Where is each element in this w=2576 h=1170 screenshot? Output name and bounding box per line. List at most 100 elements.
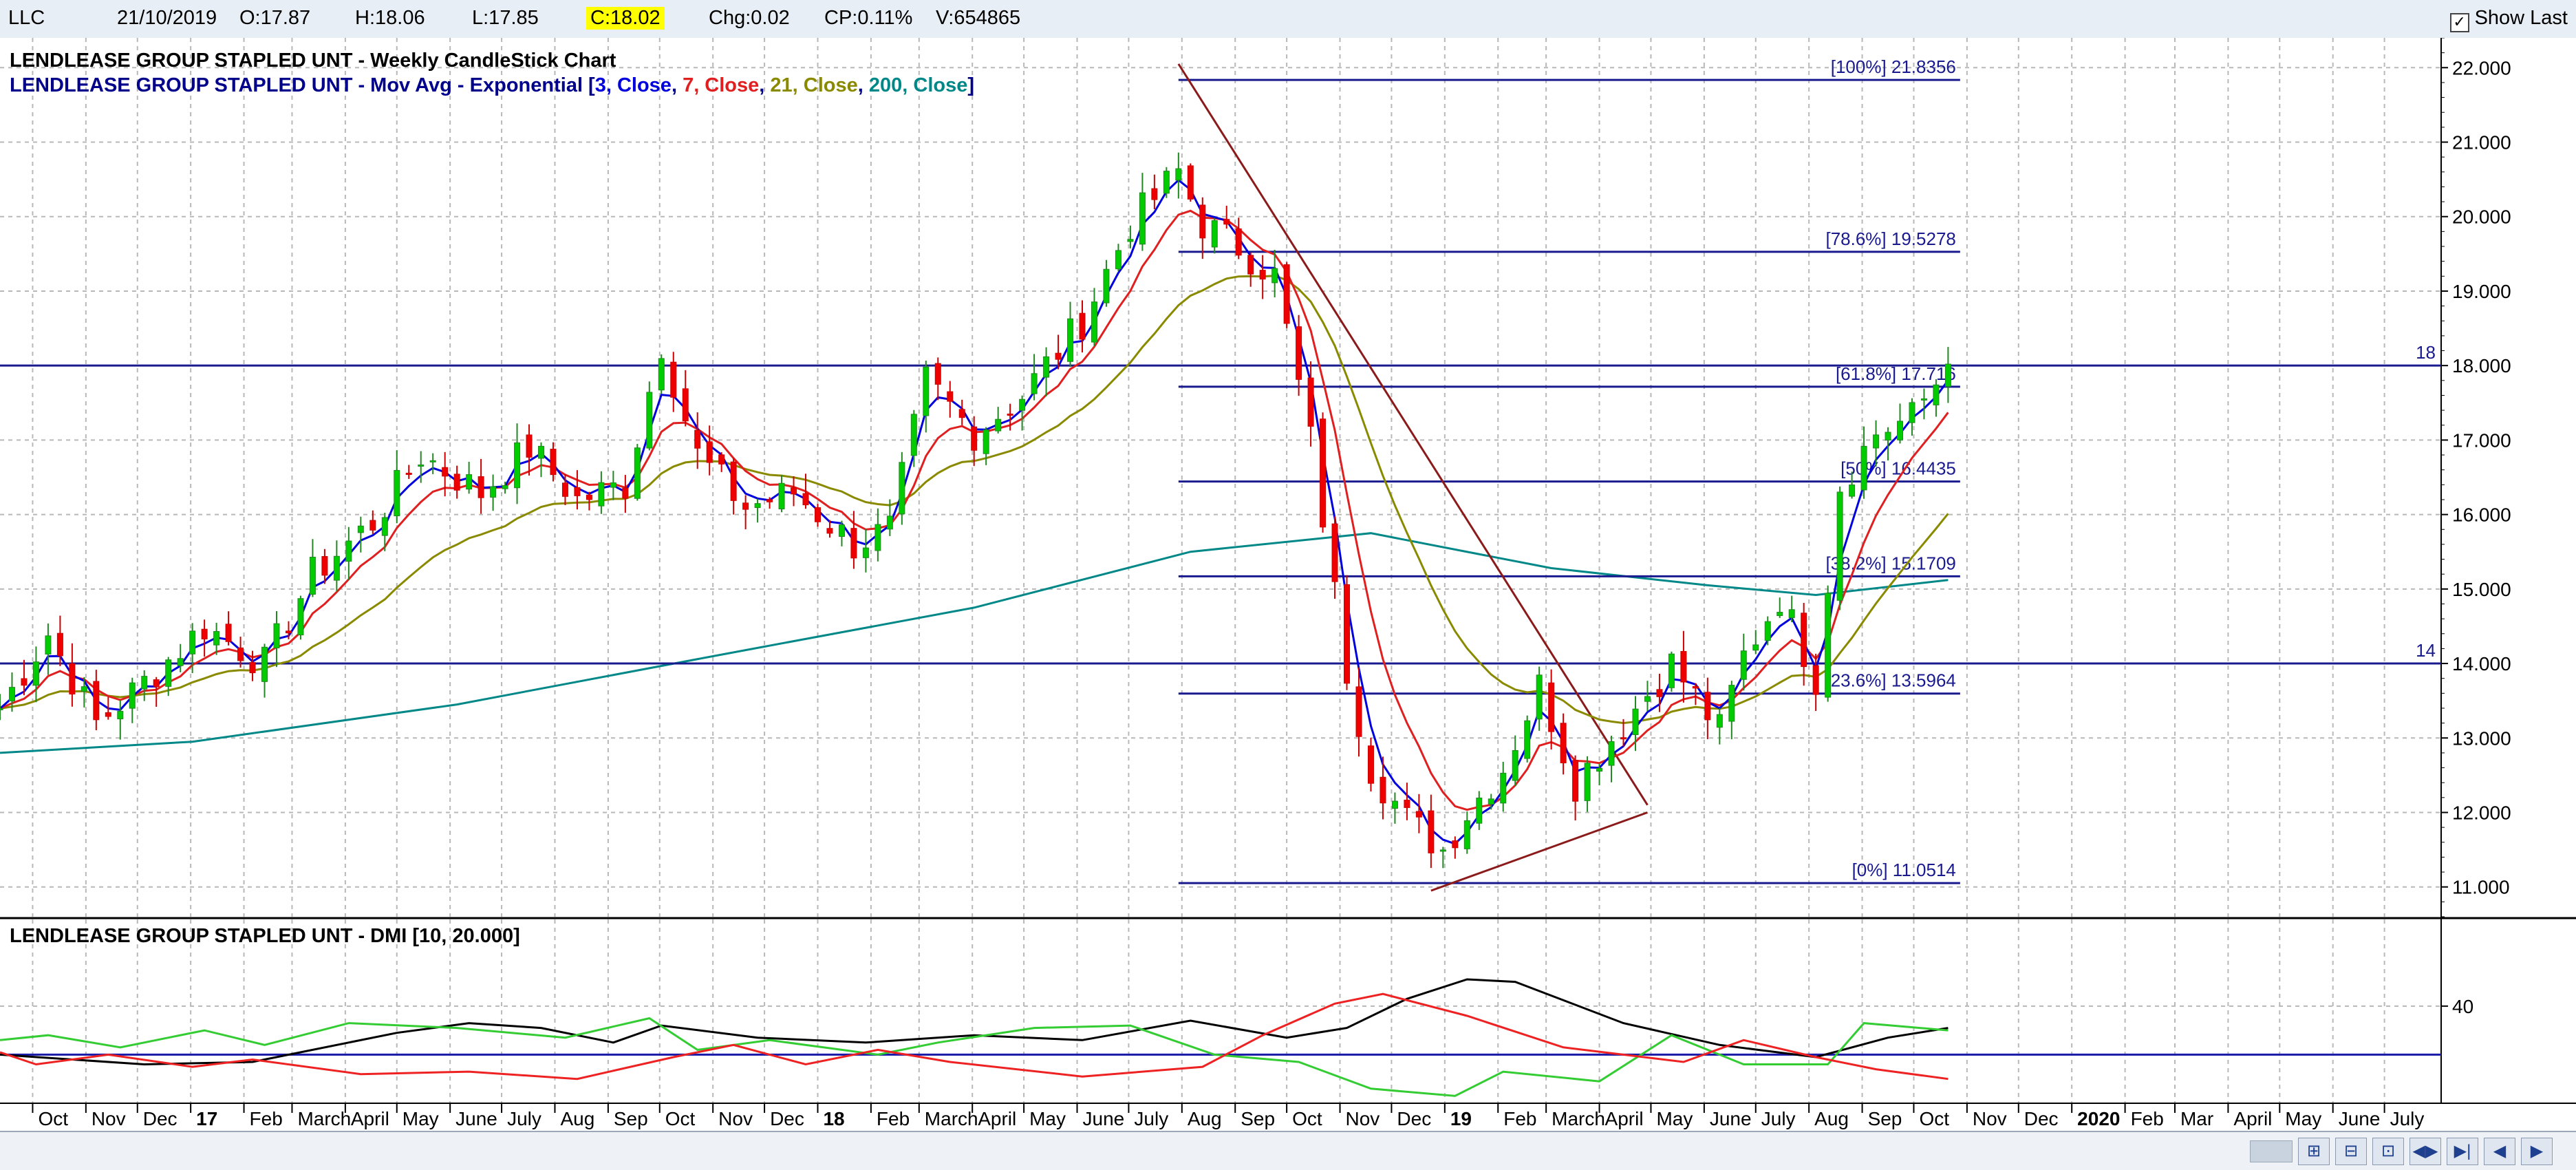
candle-body [598,482,605,507]
arrow-right-icon: ▶ [2530,1142,2544,1160]
candle-body [1860,445,1867,491]
candle [1355,667,1362,757]
show-last-toggle[interactable]: ✓ Show Last [2449,7,2568,32]
candle [622,475,629,513]
candle [477,458,484,514]
candle [1896,403,1903,444]
candle [1296,315,1302,396]
fib-level-label: [23.6%] 13.5964 [1825,670,1955,691]
candle [261,644,268,698]
candle-body [1463,820,1470,849]
candle [958,399,965,425]
jump-end-button[interactable]: ▶| [2447,1138,2478,1165]
candle [93,670,100,731]
y-axis-tick-label: 21.000 [2452,132,2511,153]
candle-body [526,434,533,458]
chart-area[interactable]: [100%] 21.8356[78.6%] 19.5278[61.8%] 17.… [0,38,2576,1131]
main-chart-title: LENDLEASE GROUP STAPLED UNT - Weekly Can… [10,50,616,72]
ma-title-part: 3, Close [595,74,672,96]
candle [56,615,63,667]
candle-body [1536,674,1543,720]
x-axis-tick-label: Nov [92,1108,126,1129]
candle [1115,244,1121,272]
candle-body [1331,523,1338,582]
x-axis-tick-label: Aug [560,1108,594,1129]
pan-both-button[interactable]: ◀▶ [2409,1138,2441,1165]
candle [453,465,460,499]
candle [309,539,316,597]
x-axis-tick-label: April [1605,1108,1644,1129]
zoom-in-icon: ⊞ [2306,1142,2321,1160]
candle-body [21,678,28,686]
show-last-label: Show Last [2474,7,2568,29]
candle [718,452,725,472]
candle-body [1873,434,1880,449]
volume-value: V:654865 [936,7,1021,29]
candle-body [141,676,148,690]
x-axis-tick-label: June [455,1108,497,1129]
candle-body [1151,188,1158,200]
candle [394,450,400,524]
candle-body [766,499,773,502]
candle-body [466,474,473,490]
candle-body [1680,650,1687,683]
scroll-left-button[interactable]: ◀ [2484,1138,2515,1165]
candle-body [1007,413,1013,416]
double-arrow-icon: ◀▶ [2412,1142,2438,1160]
candle [0,694,3,721]
candle [502,481,508,494]
candle [213,622,220,655]
candle [357,516,364,553]
candle [971,416,978,467]
candle-body [947,391,954,402]
y-axis-tick-label: 12.000 [2452,802,2511,823]
candle [345,526,352,580]
candle-body [237,647,244,661]
scroll-right-button[interactable]: ▶ [2521,1138,2553,1165]
candle [189,623,196,674]
scroll-thumb[interactable] [2250,1140,2293,1162]
candle [1103,259,1110,307]
checkbox-icon[interactable]: ✓ [2449,13,2469,32]
candle-body [934,363,941,385]
zoom-out-button[interactable]: ⊟ [2335,1138,2367,1165]
candle-body [634,447,641,499]
x-axis-tick-label: Aug [1188,1108,1222,1129]
x-axis-tick-label: Aug [1814,1108,1849,1129]
candle [634,443,641,501]
candle-body [802,493,809,506]
x-axis-tick-label: Mar [2180,1108,2213,1129]
candle-body [1355,686,1362,737]
fit-button[interactable]: ⊡ [2372,1138,2404,1165]
candle [526,424,533,476]
candle-body [56,632,63,657]
x-axis-tick-label: Sep [1868,1108,1902,1129]
zoom-in-button[interactable]: ⊞ [2298,1138,2330,1165]
candle-body [1572,760,1579,802]
candle-body [610,482,616,488]
candle [1572,755,1579,821]
fit-icon: ⊡ [2381,1142,2396,1160]
candle-body [1175,168,1182,181]
candle [1680,630,1687,703]
jump-end-icon: ▶| [2454,1142,2471,1160]
x-axis-tick-label: July [2390,1108,2425,1129]
candle [1007,403,1013,431]
candle-body [1235,228,1242,256]
candle-body [1668,653,1675,688]
ma-title-part: , [759,74,770,96]
candle [1139,173,1146,251]
candle-body [165,659,172,687]
candle-body [273,623,280,648]
x-axis-tick-label: June [1083,1108,1125,1129]
candle-body [1428,810,1435,853]
dmi-plus_di-line [0,1017,1949,1097]
candle-body [1560,723,1567,763]
candle [466,461,473,494]
candle [1944,347,1951,403]
candle-body [1271,268,1278,284]
candle [129,677,136,723]
candle [1271,249,1278,298]
candle-body [1247,255,1254,275]
ma-title-prefix: LENDLEASE GROUP STAPLED UNT - Mov Avg - … [10,74,595,96]
